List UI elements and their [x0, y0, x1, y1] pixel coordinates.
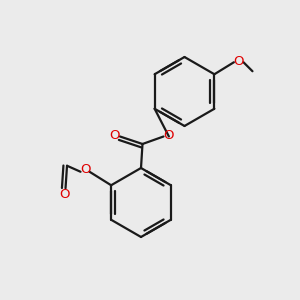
- Text: O: O: [59, 188, 70, 201]
- Text: O: O: [109, 129, 120, 142]
- Text: O: O: [80, 164, 90, 176]
- Text: O: O: [163, 129, 174, 142]
- Text: O: O: [233, 55, 244, 68]
